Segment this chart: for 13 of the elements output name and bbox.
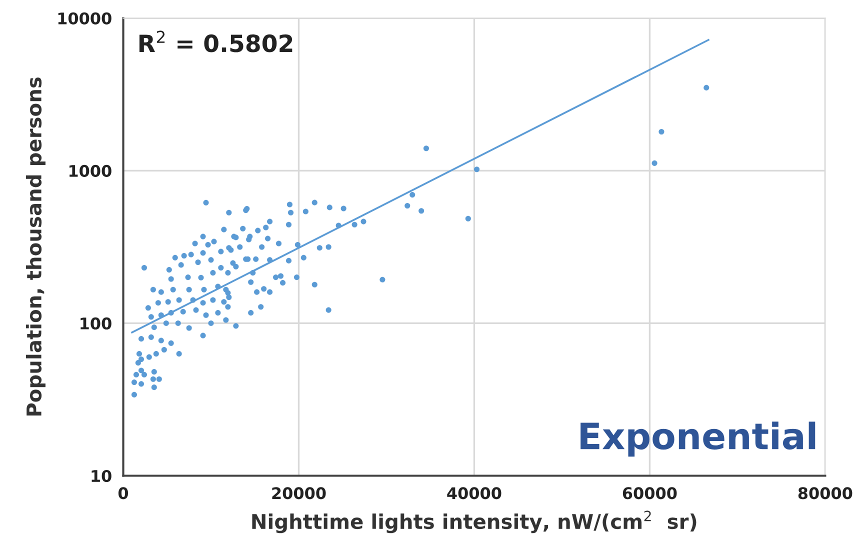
y-tick-label: 100	[80, 317, 112, 330]
annotation: R$^{2}$ = 0.5802	[139, 30, 292, 52]
y-tick-label: 10000	[58, 12, 112, 24]
y-tick-label: 1000	[70, 164, 112, 177]
x-tick-label: 20000	[272, 487, 326, 500]
x-tick-label: 40000	[447, 487, 502, 500]
x-tick-label: 0	[118, 487, 128, 500]
x-tick-label: 60000	[622, 487, 677, 500]
annotation: Exponential	[580, 422, 816, 457]
text: Nighttime lights intensity, nW/(cm$^{2}$ sr)	[252, 510, 696, 534]
y-axis-title: Population, thousand persons	[26, 77, 46, 416]
y-tick-label: 10	[92, 470, 112, 482]
x-tick-label: 80000	[798, 487, 852, 500]
